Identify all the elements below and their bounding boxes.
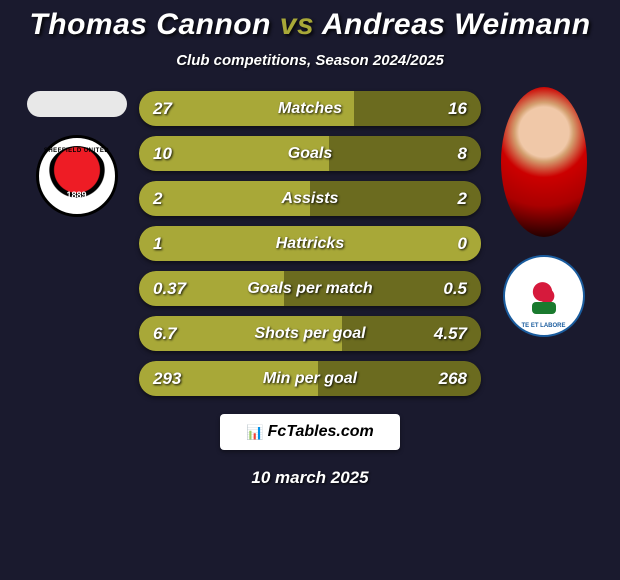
stat-value-left: 293 <box>139 369 209 389</box>
footer-date: 10 march 2025 <box>0 468 620 488</box>
stat-label: Min per goal <box>209 370 411 388</box>
stat-label: Hattricks <box>209 235 411 253</box>
main-row: SHEFFIELD UNITED 1889 27Matches1610Goals… <box>0 91 620 396</box>
crest-top-text: SHEFFIELD UNITED <box>44 148 109 154</box>
right-column: TE ET LABORE <box>491 91 596 337</box>
stat-bar: 6.7Shots per goal4.57 <box>139 316 481 351</box>
left-column: SHEFFIELD UNITED 1889 <box>24 91 129 217</box>
stat-value-right: 8 <box>411 144 481 164</box>
stat-bar: 10Goals8 <box>139 136 481 171</box>
vs-text: vs <box>280 8 314 41</box>
comparison-card: Thomas Cannon vs Andreas Weimann Club co… <box>0 0 620 580</box>
stat-label: Goals per match <box>209 280 411 298</box>
stat-label: Assists <box>209 190 411 208</box>
site-name: FcTables.com <box>268 423 374 441</box>
stats-column: 27Matches1610Goals82Assists21Hattricks00… <box>139 91 481 396</box>
stat-label: Matches <box>209 100 411 118</box>
stat-value-right: 268 <box>411 369 481 389</box>
stat-value-left: 2 <box>139 189 209 209</box>
site-logo[interactable]: 📊 FcTables.com <box>220 414 400 450</box>
crest-motto: TE ET LABORE <box>521 323 565 329</box>
subtitle: Club competitions, Season 2024/2025 <box>0 52 620 69</box>
stat-value-left: 10 <box>139 144 209 164</box>
stat-bar: 293Min per goal268 <box>139 361 481 396</box>
stat-value-left: 0.37 <box>139 279 209 299</box>
player1-name: Thomas Cannon <box>29 8 271 41</box>
stat-value-right: 2 <box>411 189 481 209</box>
player2-club-crest: TE ET LABORE <box>503 255 585 337</box>
stat-bar: 2Assists2 <box>139 181 481 216</box>
stat-value-left: 27 <box>139 99 209 119</box>
stat-value-left: 6.7 <box>139 324 209 344</box>
stat-value-left: 1 <box>139 234 209 254</box>
player2-photo <box>501 87 587 237</box>
player2-name: Andreas Weimann <box>322 8 591 41</box>
page-title: Thomas Cannon vs Andreas Weimann <box>0 8 620 42</box>
stat-bar: 27Matches16 <box>139 91 481 126</box>
chart-icon: 📊 <box>246 424 263 441</box>
player1-club-crest: SHEFFIELD UNITED 1889 <box>36 135 118 217</box>
stat-label: Shots per goal <box>209 325 411 343</box>
stat-bar: 1Hattricks0 <box>139 226 481 261</box>
stat-value-right: 16 <box>411 99 481 119</box>
crest-year: 1889 <box>66 190 86 200</box>
stat-value-right: 0 <box>411 234 481 254</box>
stat-label: Goals <box>209 145 411 163</box>
stat-bar: 0.37Goals per match0.5 <box>139 271 481 306</box>
stat-value-right: 0.5 <box>411 279 481 299</box>
stat-value-right: 4.57 <box>411 324 481 344</box>
player1-photo <box>27 91 127 117</box>
